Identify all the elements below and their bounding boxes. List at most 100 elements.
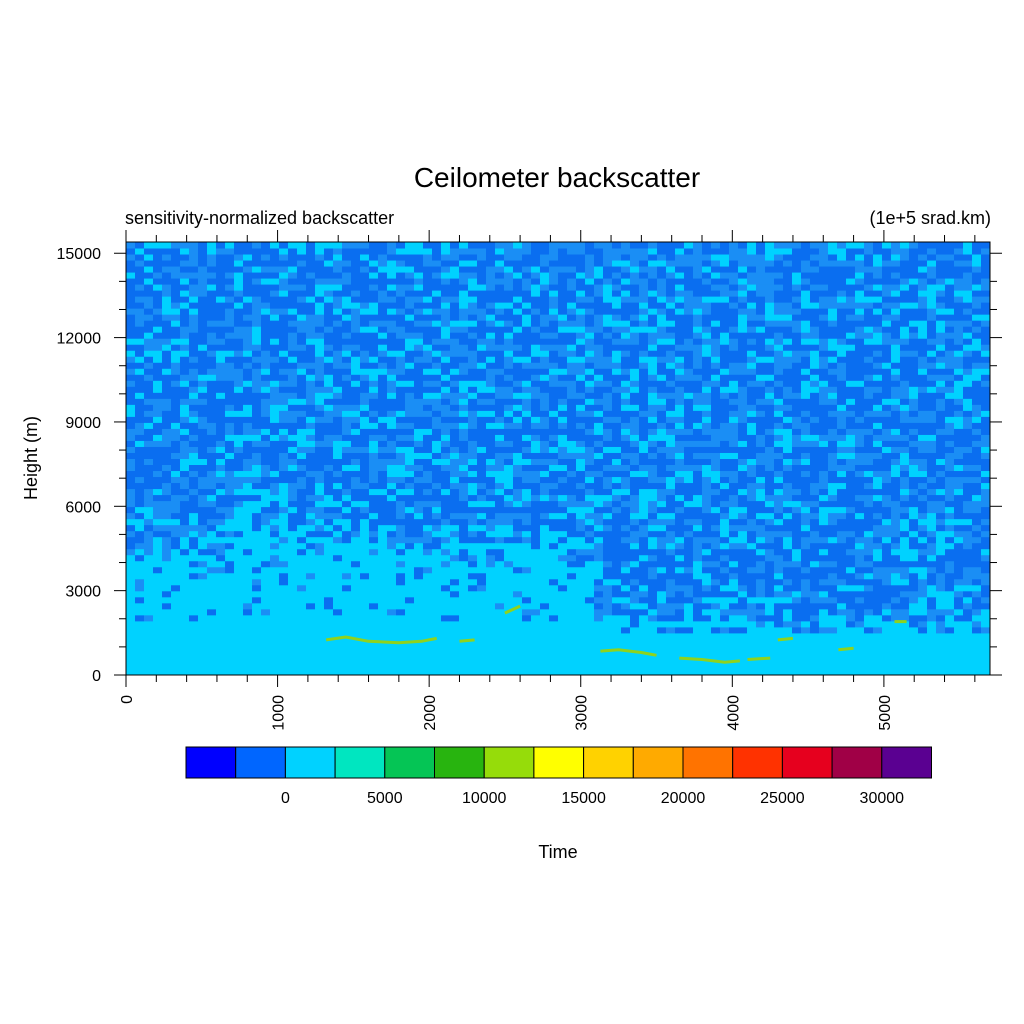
heatmap-cell xyxy=(486,620,496,628)
heatmap-cell xyxy=(702,554,712,562)
heatmap-cell xyxy=(162,596,172,604)
heatmap-cell xyxy=(126,488,136,496)
heatmap-cell xyxy=(693,638,703,646)
heatmap-cell xyxy=(495,374,505,381)
heatmap-cell xyxy=(162,608,172,616)
heatmap-cell xyxy=(423,368,433,375)
heatmap-cell xyxy=(153,644,163,652)
heatmap-cell xyxy=(639,350,649,357)
heatmap-cell xyxy=(441,368,451,375)
heatmap-cell xyxy=(144,404,154,411)
heatmap-cell xyxy=(378,560,388,568)
heatmap-cell xyxy=(693,548,703,556)
heatmap-cell xyxy=(693,422,703,429)
heatmap-cell xyxy=(702,626,712,634)
heatmap-cell xyxy=(405,356,415,363)
heatmap-cell xyxy=(405,302,415,309)
heatmap-cell xyxy=(522,452,532,459)
heatmap-cell xyxy=(531,458,541,466)
heatmap-cell xyxy=(252,314,262,321)
heatmap-cell xyxy=(162,434,172,441)
heatmap-cell xyxy=(153,404,163,411)
heatmap-cell xyxy=(432,332,442,339)
heatmap-cell xyxy=(369,458,379,466)
heatmap-cell xyxy=(198,572,208,580)
heatmap-cell xyxy=(297,548,307,556)
heatmap-cell xyxy=(504,314,514,321)
heatmap-cell xyxy=(504,458,514,466)
heatmap-cell xyxy=(198,440,208,447)
heatmap-cell xyxy=(243,470,253,478)
heatmap-cell xyxy=(378,602,388,610)
heatmap-cell xyxy=(423,614,433,622)
heatmap-cell xyxy=(306,668,316,676)
heatmap-cell xyxy=(405,326,415,333)
heatmap-cell xyxy=(378,248,388,255)
heatmap-cell xyxy=(216,416,226,423)
heatmap-cell xyxy=(684,554,694,562)
heatmap-cell xyxy=(486,482,496,490)
heatmap-cell xyxy=(180,290,190,297)
heatmap-cell xyxy=(639,464,649,472)
heatmap-cell xyxy=(315,320,325,327)
heatmap-cell xyxy=(144,362,154,369)
heatmap-cell xyxy=(351,368,361,375)
heatmap-cell xyxy=(225,278,235,285)
heatmap-cell xyxy=(387,536,397,544)
heatmap-cell xyxy=(702,380,712,387)
heatmap-cell xyxy=(144,584,154,592)
heatmap-cell xyxy=(378,440,388,447)
heatmap-cell xyxy=(432,494,442,502)
heatmap-cell xyxy=(531,530,541,538)
heatmap-cell xyxy=(495,464,505,472)
heatmap-cell xyxy=(243,278,253,285)
heatmap-cell xyxy=(342,668,352,676)
heatmap-cell xyxy=(360,308,370,315)
heatmap-cell xyxy=(162,356,172,363)
heatmap-cell xyxy=(738,578,748,586)
heatmap-cell xyxy=(594,482,604,490)
heatmap-cell xyxy=(387,242,397,249)
heatmap-cell xyxy=(324,620,334,628)
heatmap-cell xyxy=(153,320,163,327)
heatmap-cell xyxy=(468,458,478,466)
heatmap-cell xyxy=(576,608,586,616)
heatmap-cell xyxy=(693,482,703,490)
heatmap-cell xyxy=(216,272,226,279)
heatmap-cell xyxy=(738,308,748,315)
heatmap-cell xyxy=(675,518,685,526)
heatmap-cell xyxy=(666,566,676,574)
heatmap-cell xyxy=(180,452,190,459)
heatmap-cell xyxy=(243,272,253,279)
heatmap-cell xyxy=(396,494,406,502)
heatmap-cell xyxy=(189,506,199,514)
heatmap-cell xyxy=(720,626,730,634)
heatmap-cell xyxy=(639,512,649,520)
heatmap-cell xyxy=(216,650,226,658)
heatmap-cell xyxy=(540,614,550,622)
heatmap-cell xyxy=(171,452,181,459)
heatmap-cell xyxy=(675,632,685,640)
heatmap-cell xyxy=(621,350,631,357)
heatmap-cell xyxy=(423,668,433,676)
heatmap-cell xyxy=(414,356,424,363)
heatmap-cell xyxy=(639,614,649,622)
heatmap-cell xyxy=(477,386,487,393)
heatmap-cell xyxy=(216,494,226,502)
heatmap-cell xyxy=(594,308,604,315)
heatmap-cell xyxy=(315,614,325,622)
heatmap-cell xyxy=(135,536,145,544)
heatmap-cell xyxy=(144,446,154,453)
heatmap-cell xyxy=(396,344,406,351)
heatmap-cell xyxy=(162,410,172,417)
heatmap-cell xyxy=(693,398,703,405)
heatmap-cell xyxy=(153,584,163,592)
heatmap-cell xyxy=(612,644,622,652)
heatmap-cell xyxy=(720,242,730,249)
heatmap-cell xyxy=(576,284,586,291)
heatmap-cell xyxy=(279,242,289,249)
heatmap-cell xyxy=(396,290,406,297)
heatmap-cell xyxy=(639,368,649,375)
heatmap-cell xyxy=(162,296,172,303)
heatmap-cell xyxy=(594,650,604,658)
